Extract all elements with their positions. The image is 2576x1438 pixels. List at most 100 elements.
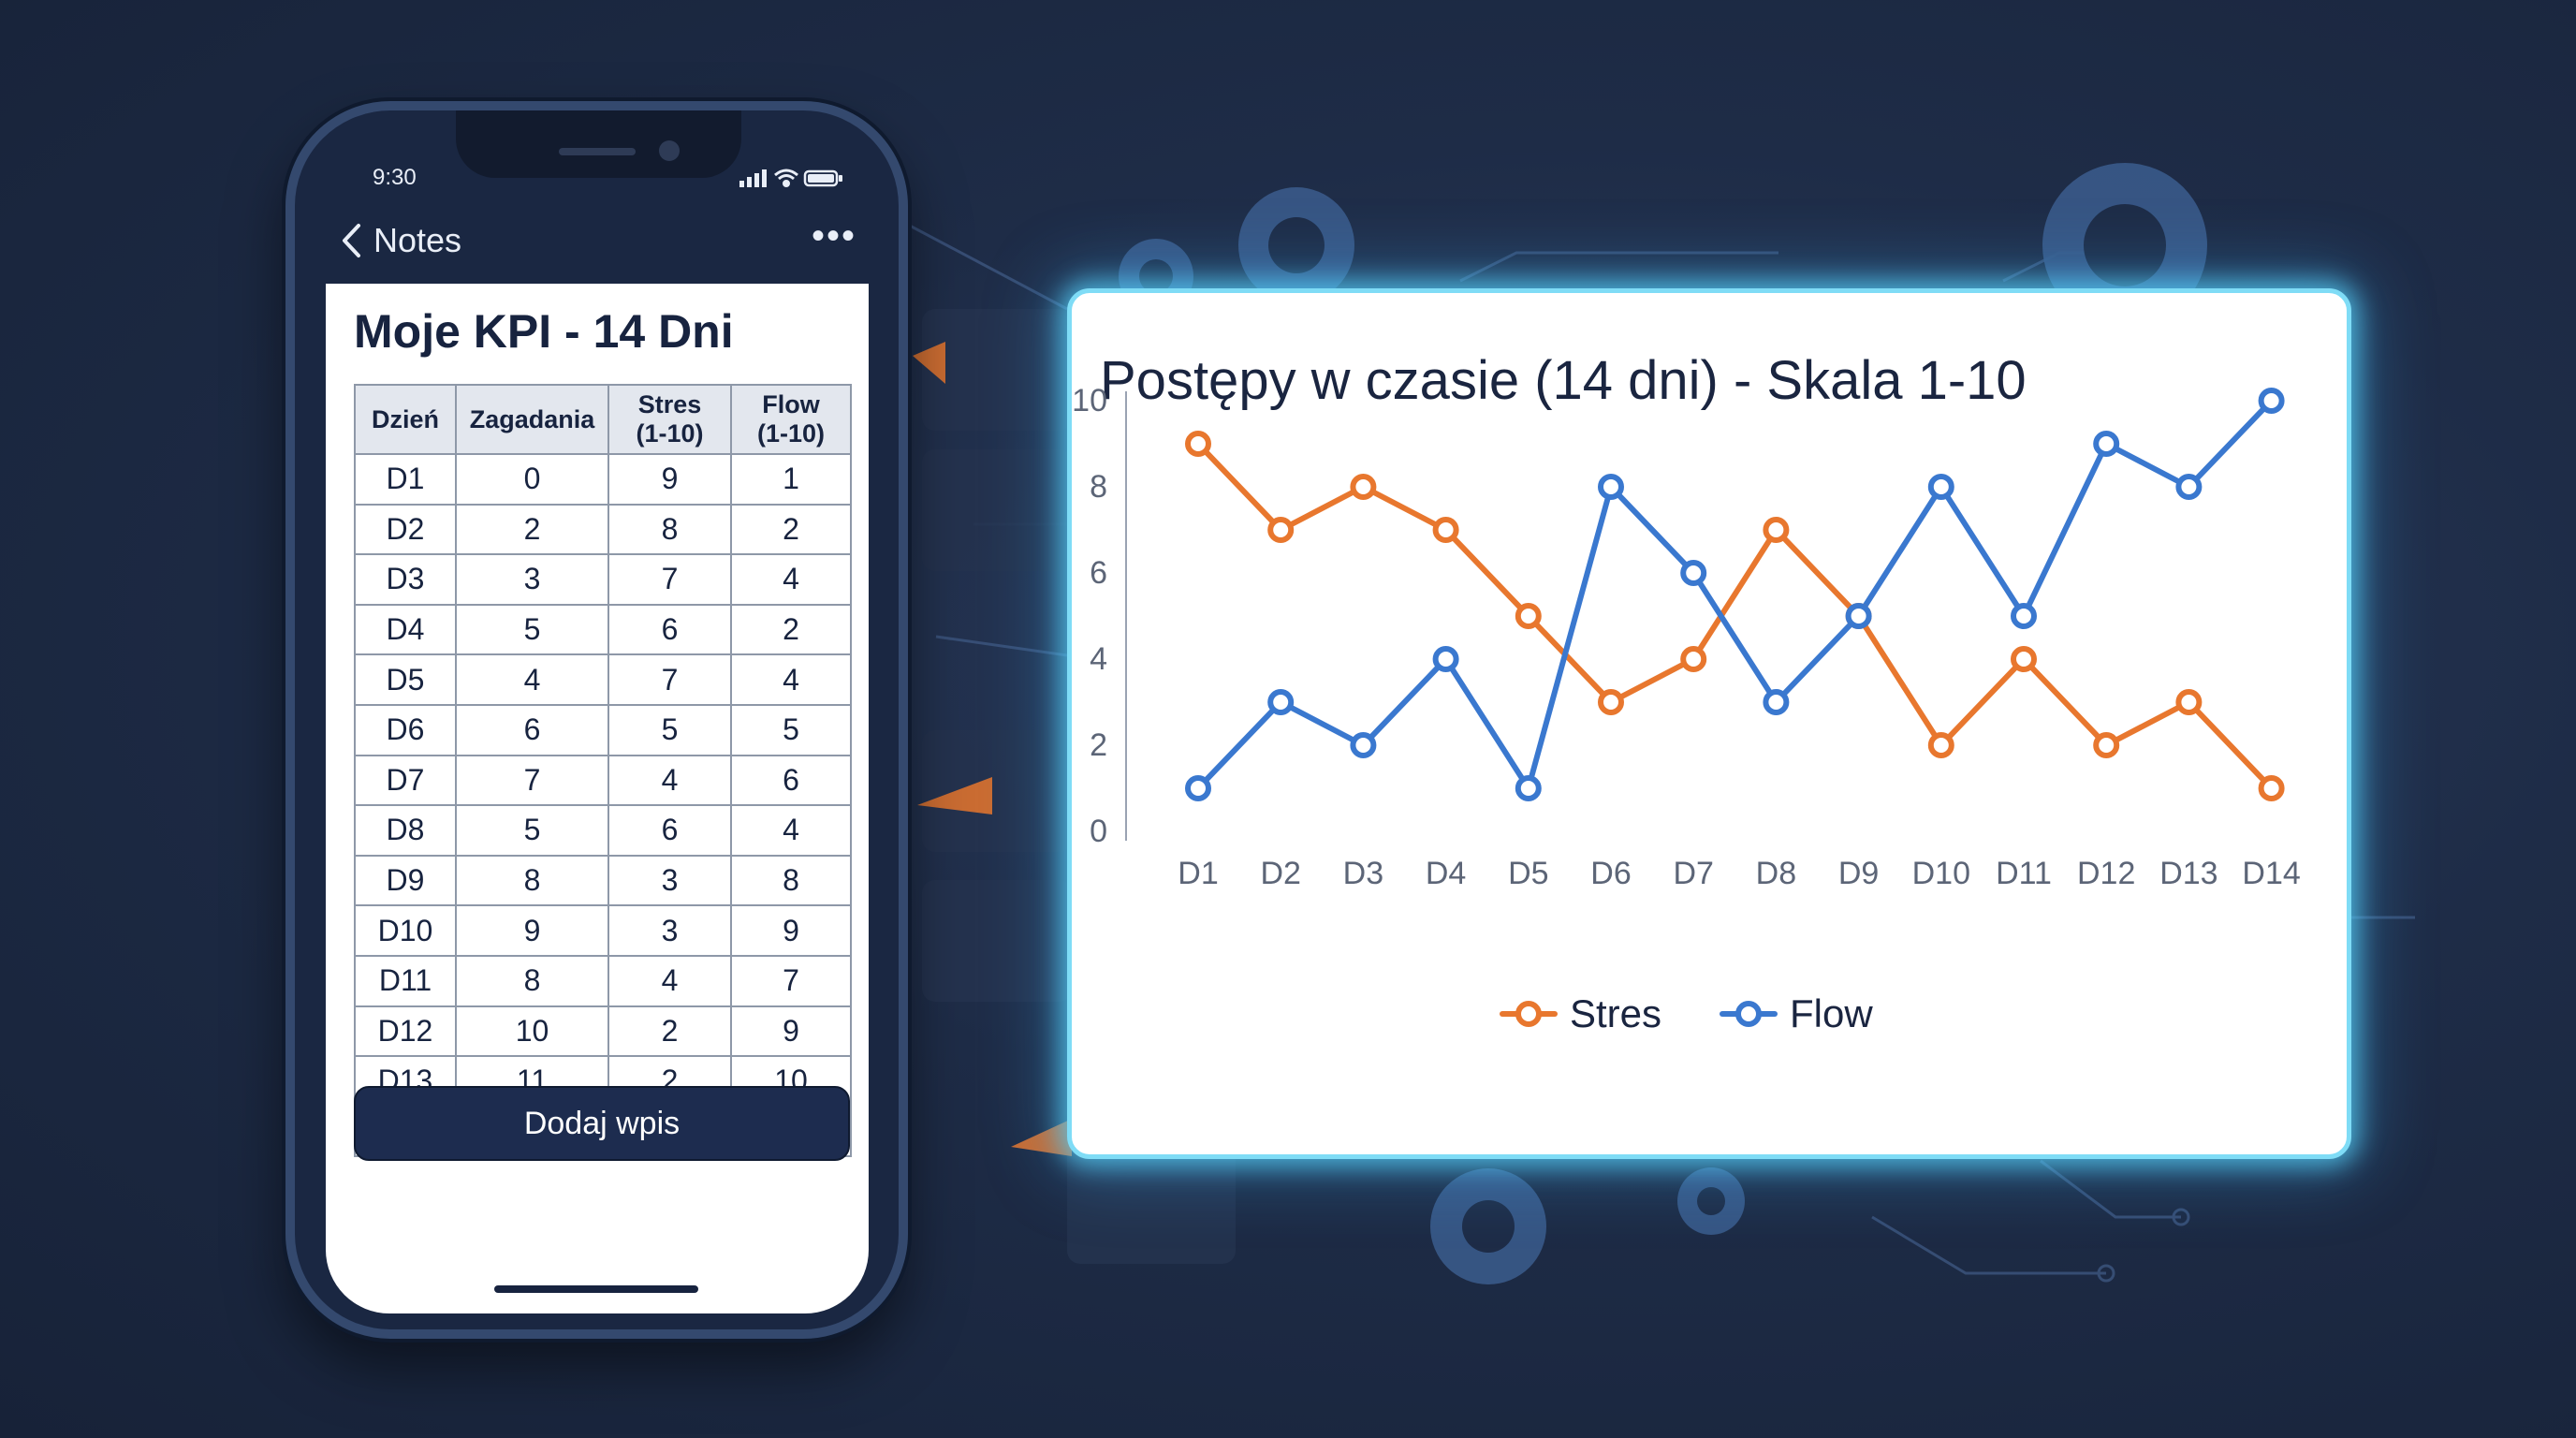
x-tick-label: D1: [1178, 856, 1218, 891]
note-title: Moje KPI - 14 Dni: [354, 305, 734, 358]
table-cell: D10: [354, 904, 457, 957]
table-cell: 6: [455, 703, 609, 756]
data-point-flow: [1927, 474, 1954, 500]
table-cell: 2: [607, 1005, 732, 1058]
kpi-table: Dzień Zagadania Stres (1-10) Flow (1-10) D1 0 9…: [354, 384, 852, 1158]
table-cell: D1: [354, 453, 457, 506]
table-cell: 9: [607, 453, 732, 506]
chart-card: Postępy w czasie (14 dni) - Skala 1-10 0…: [1067, 288, 2351, 1159]
line-chart: 0 2 4 6 8 10 D1 D2 D3 D4 D5 D6 D7 D8 D9 D10 D11 D12 D13 D14…: [1072, 383, 2301, 1035]
status-time: 9:30: [373, 165, 417, 190]
x-tick-label: D3: [1343, 856, 1383, 891]
y-tick-label: 6: [1090, 555, 1107, 591]
back-button[interactable]: Notes: [340, 221, 461, 260]
legend-label-flow: Flow: [1790, 991, 1873, 1035]
table-cell: D7: [354, 754, 457, 807]
data-point-stres: [1680, 646, 1707, 672]
table-row: D1 0 9 1: [354, 453, 852, 506]
table-cell: 6: [607, 804, 732, 857]
table-cell: 6: [607, 603, 732, 656]
table-row: D12 10 2 9: [354, 1005, 852, 1058]
table-cell: 5: [455, 804, 609, 857]
table-cell: D6: [354, 703, 457, 756]
table-cell: 7: [607, 653, 732, 706]
table-cell: 4: [730, 653, 852, 706]
table-row: D7 7 4 6: [354, 754, 852, 807]
table-cell: 8: [455, 854, 609, 907]
x-tick-label: D7: [1673, 856, 1713, 891]
legend-marker-flow: [1735, 1001, 1762, 1027]
table-cell: D8: [354, 804, 457, 857]
data-point-stres: [1598, 689, 1624, 715]
table-row: D11 8 4 7: [354, 954, 852, 1007]
table-cell: 10: [455, 1005, 609, 1058]
data-point-flow: [1350, 732, 1377, 758]
table-cell: D9: [354, 854, 457, 907]
header-line: Dzień: [371, 404, 439, 433]
x-tick-label: D5: [1508, 856, 1548, 891]
data-point-stres: [1763, 517, 1790, 543]
header-line: Zagadania: [469, 404, 595, 433]
data-point-flow: [2011, 603, 2037, 629]
signal-icon: [739, 169, 767, 187]
x-tick-label: D10: [1912, 856, 1970, 891]
back-label: Notes: [373, 221, 462, 259]
table-header-col-flow: Flow (1-10): [730, 384, 852, 455]
data-point-flow: [1432, 646, 1459, 672]
table-cell: 6: [730, 754, 852, 807]
data-point-stres: [2175, 689, 2203, 715]
table-row: D5 4 7 4: [354, 653, 852, 706]
front-camera: [659, 140, 680, 161]
y-tick-label: 2: [1090, 727, 1107, 763]
data-point-stres: [1432, 517, 1459, 543]
table-cell: 2: [730, 503, 852, 556]
data-point-flow: [1598, 474, 1624, 500]
header-line: Flow: [762, 390, 820, 418]
y-tick-label: 10: [1072, 383, 1107, 418]
x-tick-label: D4: [1426, 856, 1466, 891]
header-line: (1-10): [756, 419, 826, 448]
data-point-stres: [1185, 431, 1211, 457]
table-cell: 2: [730, 603, 852, 656]
table-cell: 4: [607, 954, 732, 1007]
chart-title: Postępy w czasie (14 dni) - Skala 1-10: [1100, 350, 2027, 411]
table-cell: 4: [455, 653, 609, 706]
table-cell: 3: [607, 854, 732, 907]
table-header-col-day: Dzień: [354, 384, 457, 455]
table-cell: D3: [354, 553, 457, 606]
table-header-row: Dzień Zagadania Stres (1-10) Flow (1-10): [354, 384, 852, 455]
series-line-flow: [1195, 398, 2275, 791]
x-tick-label: D12: [2077, 856, 2135, 891]
data-point-flow: [2093, 431, 2120, 457]
table-cell: 9: [455, 904, 609, 957]
table-cell: D12: [354, 1005, 457, 1058]
more-options-button[interactable]: •••: [811, 215, 856, 257]
table-cell: 9: [730, 904, 852, 957]
table-cell: D5: [354, 653, 457, 706]
table-row: D4 5 6 2: [354, 603, 852, 656]
table-row: D8 5 6 4: [354, 804, 852, 857]
table-cell: D11: [354, 954, 457, 1007]
x-tick-label: D9: [1838, 856, 1879, 891]
table-header-col-topics: Zagadania: [455, 384, 609, 455]
table-cell: D4: [354, 603, 457, 656]
table-cell: 2: [455, 503, 609, 556]
series-line-stres: [1195, 441, 2275, 791]
data-point-flow: [1185, 775, 1211, 801]
x-tick-label: D14: [2242, 856, 2300, 891]
table-row: D9 8 3 8: [354, 854, 852, 907]
table-row: D2 2 8 2: [354, 503, 852, 556]
table-body: D1 0 9 1 D2 2 8 2 D3 3 7 4 D4 5 6 2 D5 4 7 4 D6 6 5 5 D7 7 4 6 D8 5 6 4…: [354, 453, 852, 1158]
phone-speaker: [559, 148, 636, 155]
chevron-left-icon: [343, 224, 360, 257]
add-entry-button[interactable]: Dodaj wpis: [354, 1086, 850, 1161]
data-point-stres: [2011, 646, 2037, 672]
x-tick-label: D2: [1260, 856, 1300, 891]
data-point-stres: [1350, 474, 1377, 500]
table-cell: 3: [607, 904, 732, 957]
data-point-flow: [2258, 388, 2285, 414]
table-cell: 9: [730, 1005, 852, 1058]
data-point-flow: [1763, 689, 1790, 715]
header-line: (1-10): [636, 419, 704, 448]
